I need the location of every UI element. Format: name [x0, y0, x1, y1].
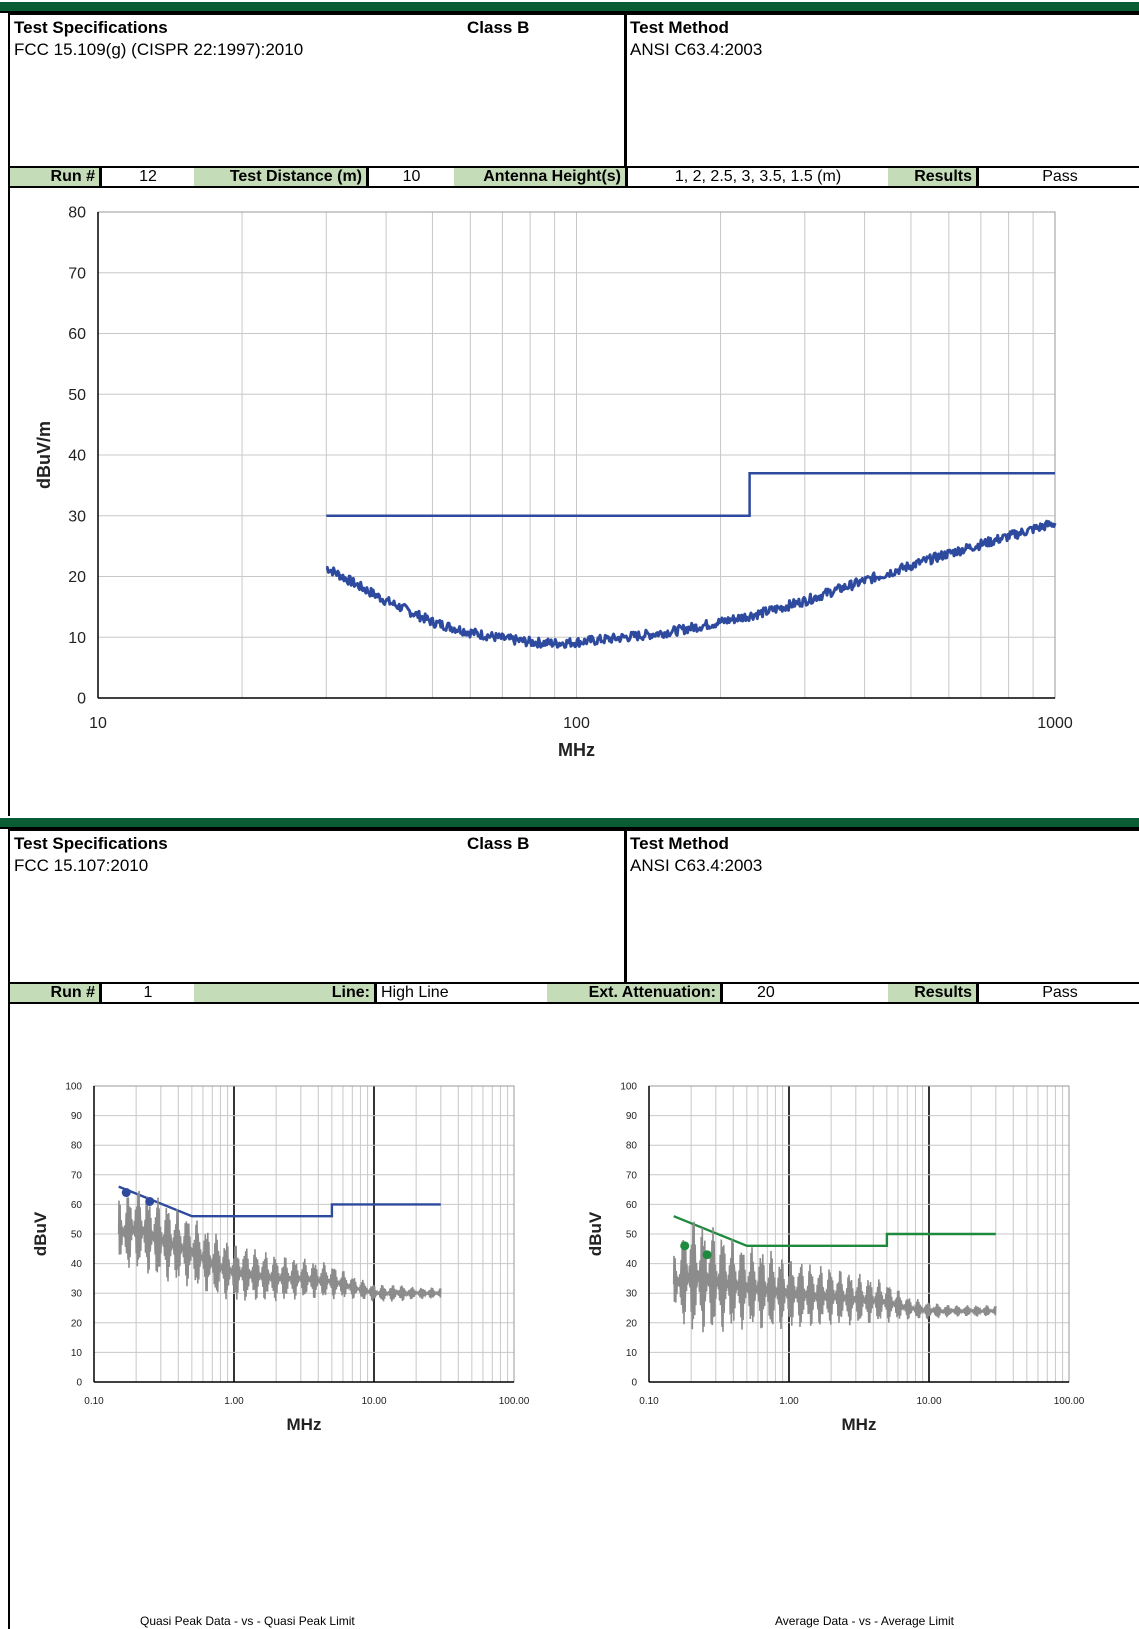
attenuation-value: 20 [723, 984, 888, 1002]
y-axis-label: dBuV/m [34, 421, 54, 489]
results-value: Pass [979, 168, 1139, 186]
average-chart: Average Data - vs - Average Limit0102030… [586, 1082, 1085, 1435]
results-label: Results [888, 168, 979, 186]
x-tick-label: 0.10 [84, 1396, 104, 1407]
x-axis-label: MHz [842, 1415, 877, 1434]
x-tick-label: 1.00 [779, 1396, 799, 1407]
peak-point [121, 1188, 131, 1198]
antenna-label: Antenna Height(s) [454, 168, 628, 186]
antenna-value: 1, 2, 2.5, 3, 3.5, 1.5 (m) [628, 168, 888, 186]
header-divider [624, 15, 627, 166]
method-label: Test Method [630, 834, 729, 853]
run-value: 12 [102, 168, 194, 186]
y-tick-label: 0 [631, 1378, 637, 1389]
x-tick-label: 10.00 [916, 1396, 941, 1407]
y-tick-label: 40 [71, 1259, 83, 1270]
y-tick-label: 70 [626, 1170, 638, 1181]
y-tick-label: 10 [626, 1348, 638, 1359]
method-value: ANSI C63.4:2003 [630, 40, 763, 59]
y-tick-label: 20 [626, 1318, 638, 1329]
y-tick-label: 0 [76, 1378, 82, 1389]
peak-point [145, 1196, 155, 1206]
y-tick-label: 20 [68, 569, 86, 586]
section1-top-bar [0, 2, 1139, 13]
y-tick-label: 70 [71, 1170, 83, 1181]
y-axis-label: dBuV [586, 1211, 605, 1256]
x-tick-label: 100.00 [1054, 1396, 1085, 1407]
section2-top-bar [0, 818, 1139, 829]
y-tick-label: 80 [71, 1141, 83, 1152]
header-divider [624, 831, 627, 982]
footer-caption-left: Quasi Peak Data - vs - Quasi Peak Limit [140, 1614, 355, 1628]
section2-left-border [8, 1002, 10, 1629]
y-tick-label: 100 [620, 1082, 637, 1093]
y-tick-label: 50 [68, 387, 86, 404]
y-tick-label: 40 [626, 1259, 638, 1270]
y-tick-label: 60 [68, 326, 86, 343]
class-label: Class B [467, 18, 530, 37]
section1-left-border [8, 186, 10, 816]
y-tick-label: 50 [626, 1230, 638, 1241]
section1-header: Test Specifications FCC 15.109(g) (CISPR… [8, 13, 1139, 168]
y-tick-label: 60 [626, 1200, 638, 1211]
line-value: High Line [377, 984, 547, 1002]
x-axis-label: MHz [558, 740, 595, 760]
x-tick-label: 0.10 [639, 1396, 659, 1407]
method-label: Test Method [630, 18, 729, 37]
distance-value: 10 [369, 168, 454, 186]
y-tick-label: 30 [626, 1289, 638, 1300]
limit-line [118, 1185, 441, 1218]
section2-run-row: Run # 1 Line: High Line Ext. Attenuation… [8, 982, 1139, 1004]
x-tick-label: 1.00 [224, 1396, 244, 1407]
footer-caption-right: Average Data - vs - Average Limit [775, 1614, 954, 1628]
section2-header: Test Specifications FCC 15.107:2010 Clas… [8, 829, 1139, 984]
y-tick-label: 20 [71, 1318, 83, 1329]
results-value: Pass [979, 984, 1139, 1002]
run-value: 1 [102, 984, 194, 1002]
y-tick-label: 0 [77, 691, 86, 708]
y-tick-label: 10 [71, 1348, 83, 1359]
x-tick-label: 10.00 [361, 1396, 386, 1407]
y-tick-label: 80 [68, 205, 86, 222]
scan-trace [117, 1190, 442, 1302]
y-tick-label: 30 [71, 1289, 83, 1300]
spec-label: Test Specifications [14, 834, 168, 853]
x-tick-label: 100 [563, 715, 590, 732]
y-tick-label: 50 [71, 1230, 83, 1241]
spec-value: FCC 15.107:2010 [14, 856, 149, 875]
y-tick-label: 70 [68, 265, 86, 282]
limit-line [673, 1215, 996, 1248]
y-tick-label: 30 [68, 508, 86, 525]
y-tick-label: 90 [71, 1111, 83, 1122]
results-label: Results [888, 984, 979, 1002]
limit-line [326, 471, 1055, 518]
spec-label: Test Specifications [14, 18, 168, 37]
peak-point [680, 1241, 690, 1251]
method-value: ANSI C63.4:2003 [630, 856, 763, 875]
x-tick-label: 100.00 [499, 1396, 530, 1407]
quasi-peak-chart: Quasi Peak Data - vs - Quasi Peak Limit0… [31, 1082, 530, 1435]
x-axis-label: MHz [287, 1415, 322, 1434]
measurement-trace [325, 519, 1057, 649]
y-tick-label: 100 [65, 1082, 82, 1093]
run-label: Run # [10, 168, 102, 186]
x-tick-label: 10 [89, 715, 107, 732]
section1-run-row: Run # 12 Test Distance (m) 10 Antenna He… [8, 166, 1139, 188]
y-axis-label: dBuV [31, 1211, 50, 1256]
y-tick-label: 60 [71, 1200, 83, 1211]
attenuation-label: Ext. Attenuation: [547, 984, 723, 1002]
scan-trace [672, 1221, 997, 1333]
y-tick-label: 40 [68, 448, 86, 465]
peak-point [702, 1250, 712, 1260]
x-tick-label: 1000 [1037, 715, 1073, 732]
y-tick-label: 80 [626, 1141, 638, 1152]
class-label: Class B [467, 834, 530, 853]
y-tick-label: 90 [626, 1111, 638, 1122]
y-tick-label: 10 [68, 630, 86, 647]
run-label: Run # [10, 984, 102, 1002]
distance-label: Test Distance (m) [194, 168, 369, 186]
spec-value: FCC 15.109(g) (CISPR 22:1997):2010 [14, 40, 304, 59]
line-label: Line: [194, 984, 377, 1002]
